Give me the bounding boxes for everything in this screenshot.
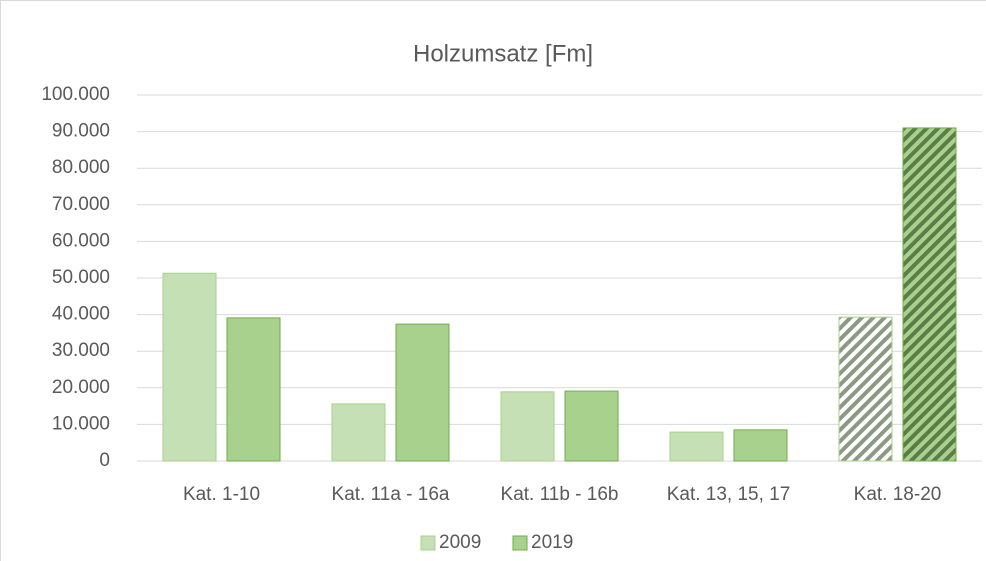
y-tick-label: 0: [99, 450, 110, 471]
bar: [902, 127, 957, 462]
bar: [564, 390, 619, 462]
y-tick-label: 20.000: [52, 377, 110, 398]
y-tick-label: 40.000: [52, 304, 110, 325]
y-tick-label: 10.000: [52, 413, 110, 434]
x-tick-label: Kat. 1-10: [183, 484, 260, 505]
bar: [162, 272, 217, 462]
legend-label: 2019: [531, 532, 573, 553]
y-tick-label: 50.000: [52, 267, 110, 288]
legend-swatch: [420, 535, 436, 551]
x-tick-label: Kat. 13, 15, 17: [667, 484, 791, 505]
bar: [226, 317, 281, 462]
x-tick-label: Kat. 18-20: [854, 484, 942, 505]
chart-title: Holzumsatz [Fm]: [413, 40, 593, 67]
bar: [331, 403, 386, 462]
y-tick-label: 80.000: [52, 157, 110, 178]
y-tick-label: 30.000: [52, 340, 110, 361]
bar: [500, 391, 555, 462]
legend-swatch: [512, 535, 528, 551]
x-tick-label: Kat. 11a - 16a: [332, 484, 450, 505]
y-tick-label: 70.000: [52, 194, 110, 215]
bar: [733, 429, 788, 462]
bar: [669, 431, 724, 462]
y-tick-label: 60.000: [52, 230, 110, 251]
y-tick-label: 100.000: [41, 84, 110, 105]
bar: [395, 323, 450, 462]
y-tick-label: 90.000: [52, 121, 110, 142]
bar: [838, 316, 893, 462]
legend-label: 2009: [439, 532, 481, 553]
x-tick-label: Kat. 11b - 16b: [501, 484, 619, 505]
